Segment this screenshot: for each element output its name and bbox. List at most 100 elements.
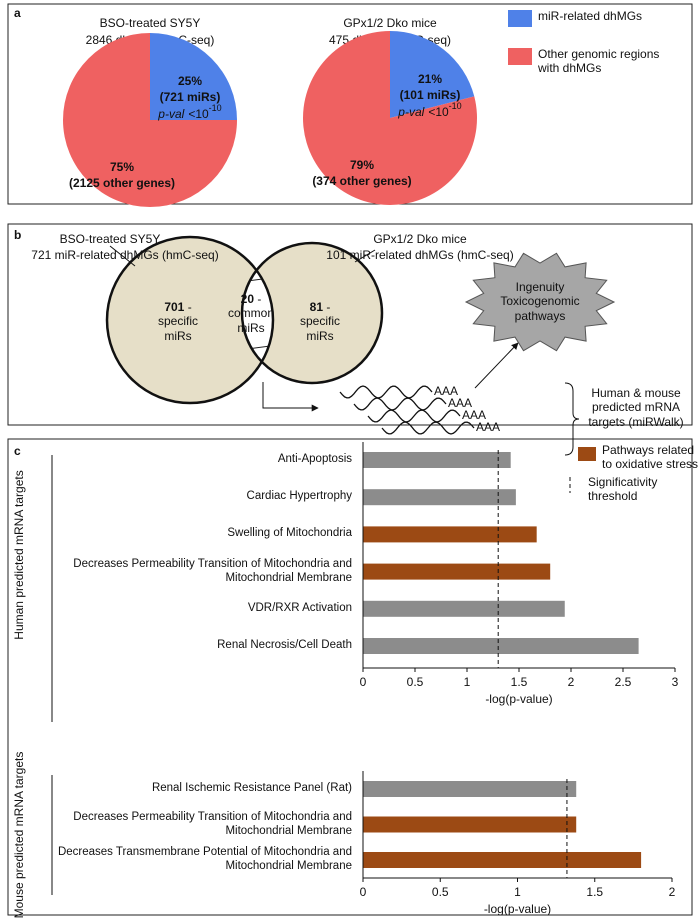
panel-frame (7, 3, 693, 205)
bar (363, 816, 577, 833)
value-label: 25% (178, 74, 202, 88)
text-box: 701 - specific miRs (148, 300, 208, 350)
bar (363, 852, 642, 868)
pie-title: GPx1/2 Dko mice (343, 16, 437, 30)
legend-swatch (578, 447, 596, 461)
star-shape (464, 252, 616, 352)
text-box: Anti-Apoptosis (52, 442, 352, 478)
text-block: Cardiac Hypertrophy (52, 479, 352, 515)
text-block: Other genomic regions with dhMGs (538, 47, 678, 83)
text-block: Mouse predicted mRNA targets (12, 745, 44, 919)
annotation-label: p-val (157, 107, 184, 121)
category-label: Cardiac Hypertrophy (246, 490, 352, 503)
legend-swatch (508, 48, 532, 65)
x-tick-label: 2 (669, 885, 676, 899)
text-box: Decreases Permeability Transition of Mit… (73, 557, 352, 584)
text-box: Human predicted mRNA targets (12, 465, 44, 645)
x-tick-label: 1.5 (586, 885, 603, 899)
bar (363, 638, 639, 654)
set-name: GPx1/2 Dko mice (373, 232, 467, 246)
value-sublabel: (721 miRs) (160, 90, 221, 104)
arrow (474, 342, 519, 389)
arrow (262, 382, 319, 412)
x-tick-label: 1 (464, 675, 471, 689)
annotation-exponent: -10 (449, 101, 462, 111)
x-tick-label: 2 (568, 675, 575, 689)
x-axis-title: -log(p-value) (484, 902, 551, 916)
venn-outline (105, 235, 275, 405)
x-tick-label: 0 (360, 675, 367, 689)
text-block: Ingenuity Toxicogenomic pathways (495, 280, 585, 328)
region-text: - common miRs (227, 292, 274, 335)
value-sublabel: (2125 other genes) (69, 176, 175, 190)
transcript-tail: AAA (434, 384, 458, 398)
pie-slice (63, 33, 237, 207)
transcript-wave (381, 421, 475, 435)
text-block: Pathways related to oxidative stress (602, 443, 700, 477)
text-block: Anti-Apoptosis (52, 442, 352, 478)
set-subtitle: 721 miR-related dhMGs (hmC-seq) (31, 248, 218, 262)
text-box: Renal Necrosis/Cell Death (217, 639, 352, 652)
set-subtitle: 101 miR-related dhMGs (hmC-seq) (326, 248, 513, 262)
text-block: Human & mouse predicted mRNA targets (mi… (580, 386, 692, 462)
category-label: Decreases Permeability Transition of Mit… (73, 557, 352, 584)
annotation-text: <10 (428, 105, 449, 119)
x-axis-title: -log(p-value) (485, 692, 552, 706)
panel-label: b (14, 228, 21, 242)
text-block: miR-related dhMGs (538, 9, 678, 45)
category-label: Renal Necrosis/Cell Death (217, 639, 352, 652)
x-tick-label: 1.5 (511, 675, 528, 689)
text-box: Decreases Permeability Transition of Mit… (73, 810, 352, 837)
venn-set (242, 243, 382, 383)
bar (363, 489, 516, 506)
annotation-text: <10 (188, 107, 209, 121)
transcript-tail: AAA (462, 408, 486, 422)
transcript-wave (353, 397, 447, 411)
x-tick-label: 0.5 (407, 675, 424, 689)
value-label: 21% (418, 72, 442, 86)
annotation: p-val <10-10 (397, 101, 461, 119)
annotation: p-val <10-10 (157, 103, 221, 121)
bar (363, 563, 551, 580)
legend-label: Pathways related to oxidative stress (602, 443, 699, 472)
region-count: 20 (240, 292, 254, 306)
text-box: miR-related dhMGs (538, 9, 678, 45)
transcript-tail: AAA (476, 420, 500, 434)
text-box: Ingenuity Toxicogenomic pathways (495, 280, 585, 328)
side-label: Mouse predicted mRNA targets (12, 751, 26, 919)
panel-label: c (14, 444, 21, 458)
pie-slice (150, 33, 237, 120)
legend-label: miR-related dhMGs (538, 9, 643, 23)
text-block: 701 - specific miRs (148, 300, 208, 350)
text-box: Pathways related to oxidative stress (602, 443, 700, 477)
text-block: Significativity threshold (588, 475, 688, 509)
text-box: Swelling of Mitochondria (227, 527, 352, 539)
leader-line (109, 245, 136, 267)
text-box: Cardiac Hypertrophy (52, 479, 352, 515)
text-box: 81 - specific miRs (300, 300, 340, 343)
text-box: 20 - common miRs (227, 292, 274, 335)
panel-frame (7, 438, 693, 916)
text-box: Significativity threshold (588, 475, 688, 509)
pie-slice (303, 31, 477, 205)
bar (363, 526, 537, 543)
side-label-group: Human predicted mRNA targets (12, 465, 44, 645)
text-block: Human predicted mRNA targets (12, 465, 44, 645)
venn-outline (240, 241, 384, 385)
region-count: 81 (309, 300, 323, 314)
set-name: BSO-treated SY5Y (60, 232, 161, 246)
category-label: Decreases Permeability Transition of Mit… (73, 810, 352, 837)
panel-label: a (14, 6, 21, 20)
venn-set (107, 237, 273, 403)
transcript-wave (367, 409, 461, 423)
value-sublabel: (374 other genes) (312, 174, 411, 188)
category-label: Decreases Transmembrane Potential of Mit… (57, 846, 352, 872)
text-box: Decreases Transmembrane Potential of Mit… (57, 846, 352, 872)
legend-label: Other genomic regions with dhMGs (538, 47, 660, 76)
transcript-tail: AAA (448, 396, 472, 410)
value-label: 75% (110, 160, 134, 174)
bar (363, 781, 577, 797)
side-label-group: Mouse predicted mRNA targets (12, 745, 44, 919)
value-sublabel: (101 miRs) (400, 88, 461, 102)
